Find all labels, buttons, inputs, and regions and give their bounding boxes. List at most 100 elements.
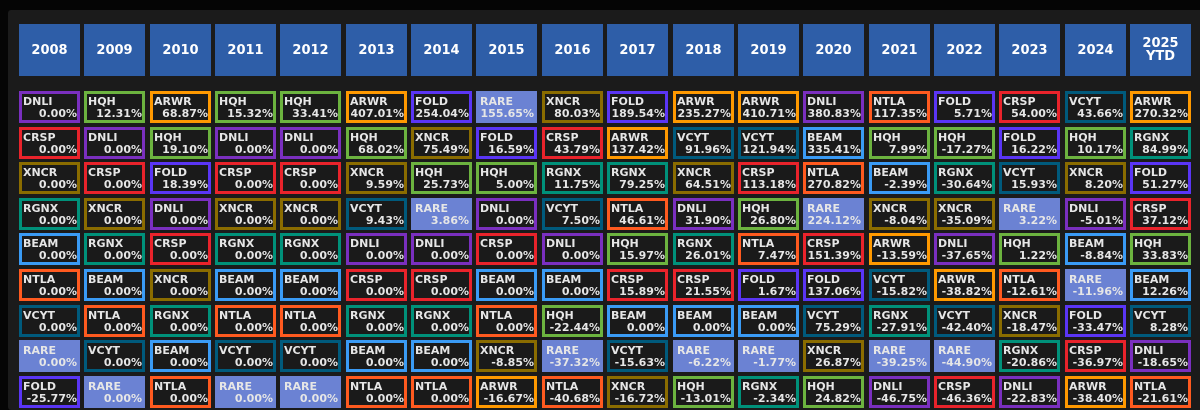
- return-value: 0.00%: [495, 214, 534, 227]
- return-value: 3.22%: [1018, 214, 1057, 227]
- year-header: 2020: [803, 24, 864, 76]
- return-value: 270.82%: [807, 178, 861, 191]
- ticker-label: RGNX: [742, 380, 778, 393]
- return-value: -39.25%: [876, 356, 927, 369]
- ticker-cell-ntla: NTLA 0.00%: [280, 305, 341, 337]
- ticker-label: FOLD: [1069, 309, 1103, 322]
- return-value: -44.90%: [941, 356, 992, 369]
- return-value: -2.34%: [753, 392, 796, 405]
- ticker-cell-crsp: CRSP 113.18%: [738, 162, 799, 194]
- ticker-cell-beam: BEAM 0.00%: [150, 340, 211, 372]
- return-value: 43.79%: [554, 143, 600, 156]
- year-header: 2017: [607, 24, 668, 76]
- ticker-cell-vcyt: VCYT -42.40%: [934, 305, 995, 337]
- ticker-label: CRSP: [88, 166, 121, 179]
- ticker-cell-rgnx: RGNX 0.00%: [150, 305, 211, 337]
- ticker-label: NTLA: [415, 380, 448, 393]
- ticker-label: VCYT: [742, 131, 775, 144]
- ticker-label: HQH: [415, 166, 443, 179]
- year-header: 2022: [934, 24, 995, 76]
- ticker-label: DNLI: [546, 237, 576, 250]
- return-value: 25.73%: [423, 178, 469, 191]
- ticker-label: CRSP: [415, 273, 448, 286]
- ticker-label: CRSP: [611, 273, 644, 286]
- ticker-cell-ntla: NTLA 0.00%: [19, 269, 80, 301]
- return-value: 7.47%: [757, 249, 796, 262]
- return-value: -27.91%: [876, 321, 927, 334]
- ticker-cell-hqh: HQH 15.32%: [215, 91, 276, 123]
- ticker-label: XNCR: [350, 166, 385, 179]
- return-value: -33.47%: [1072, 321, 1123, 334]
- return-value: 0.00%: [234, 178, 273, 191]
- ticker-label: DNLI: [1003, 380, 1033, 393]
- return-value: 0.00%: [430, 321, 469, 334]
- return-value: 0.00%: [38, 214, 77, 227]
- ticker-label: HQH: [938, 131, 966, 144]
- ticker-label: RGNX: [23, 202, 59, 215]
- ticker-cell-rgnx: RGNX 0.00%: [19, 198, 80, 230]
- return-value: 3.86%: [430, 214, 469, 227]
- ticker-cell-xncr: XNCR 64.51%: [673, 162, 734, 194]
- ticker-label: NTLA: [611, 202, 644, 215]
- ticker-label: DNLI: [88, 131, 118, 144]
- ticker-label: RGNX: [611, 166, 647, 179]
- ticker-cell-vcyt: VCYT 91.96%: [673, 127, 734, 159]
- ticker-cell-ntla: NTLA 0.00%: [476, 305, 537, 337]
- ticker-cell-dnli: DNLI -37.65%: [934, 233, 995, 265]
- ticker-label: VCYT: [807, 309, 840, 322]
- return-value: 46.61%: [619, 214, 665, 227]
- ticker-cell-rgnx: RGNX 0.00%: [215, 233, 276, 265]
- year-header: 2008: [19, 24, 80, 76]
- ticker-cell-rare: RARE 0.00%: [84, 376, 145, 408]
- return-value: -17.27%: [941, 143, 992, 156]
- ticker-label: FOLD: [1134, 166, 1168, 179]
- ticker-cell-vcyt: VCYT 9.43%: [346, 198, 407, 230]
- return-value: 0.00%: [38, 178, 77, 191]
- ticker-label: XNCR: [23, 166, 58, 179]
- ticker-cell-dnli: DNLI -5.01%: [1065, 198, 1126, 230]
- return-value: 75.49%: [423, 143, 469, 156]
- return-value: -16.72%: [614, 392, 665, 405]
- return-value: -15.82%: [876, 285, 927, 298]
- return-value: 137.06%: [807, 285, 861, 298]
- ticker-label: ARWR: [154, 95, 192, 108]
- ticker-cell-beam: BEAM 0.00%: [738, 305, 799, 337]
- ticker-cell-rgnx: RGNX 0.00%: [346, 305, 407, 337]
- ticker-cell-crsp: CRSP 0.00%: [19, 127, 80, 159]
- return-value: 0.00%: [495, 321, 534, 334]
- return-value: -13.01%: [680, 392, 731, 405]
- return-value: 0.00%: [38, 249, 77, 262]
- return-value: 68.87%: [162, 107, 208, 120]
- ticker-cell-vcyt: VCYT 121.94%: [738, 127, 799, 159]
- ticker-cell-dnli: DNLI 380.83%: [803, 91, 864, 123]
- return-value: 5.71%: [953, 107, 992, 120]
- ticker-label: RGNX: [88, 237, 124, 250]
- ticker-cell-rare: RARE -11.96%: [1065, 269, 1126, 301]
- return-value: -40.68%: [549, 392, 600, 405]
- year-header: 2014: [411, 24, 472, 76]
- ticker-label: NTLA: [284, 309, 317, 322]
- ticker-cell-beam: BEAM -2.39%: [869, 162, 930, 194]
- return-value: 0.00%: [561, 249, 600, 262]
- ticker-label: CRSP: [742, 166, 775, 179]
- ticker-label: RARE: [938, 344, 971, 357]
- ticker-label: HQH: [546, 309, 574, 322]
- ticker-cell-rare: RARE 3.22%: [999, 198, 1060, 230]
- return-value: 0.00%: [103, 356, 142, 369]
- ticker-label: FOLD: [415, 95, 449, 108]
- ticker-cell-hqh: HQH 10.17%: [1065, 127, 1126, 159]
- ticker-label: FOLD: [807, 273, 841, 286]
- return-value: 0.00%: [626, 321, 665, 334]
- ticker-label: VCYT: [350, 202, 383, 215]
- ticker-cell-rgnx: RGNX -20.86%: [999, 340, 1060, 372]
- ticker-label: DNLI: [1069, 202, 1099, 215]
- ticker-label: HQH: [219, 95, 247, 108]
- ticker-cell-rare: RARE -37.32%: [542, 340, 603, 372]
- ticker-label: ARWR: [677, 95, 715, 108]
- return-value: 0.00%: [430, 285, 469, 298]
- return-value: 0.00%: [169, 356, 208, 369]
- ticker-label: BEAM: [88, 273, 124, 286]
- return-value: 10.17%: [1077, 143, 1123, 156]
- ticker-cell-fold: FOLD 189.54%: [607, 91, 668, 123]
- ticker-cell-crsp: CRSP 21.55%: [673, 269, 734, 301]
